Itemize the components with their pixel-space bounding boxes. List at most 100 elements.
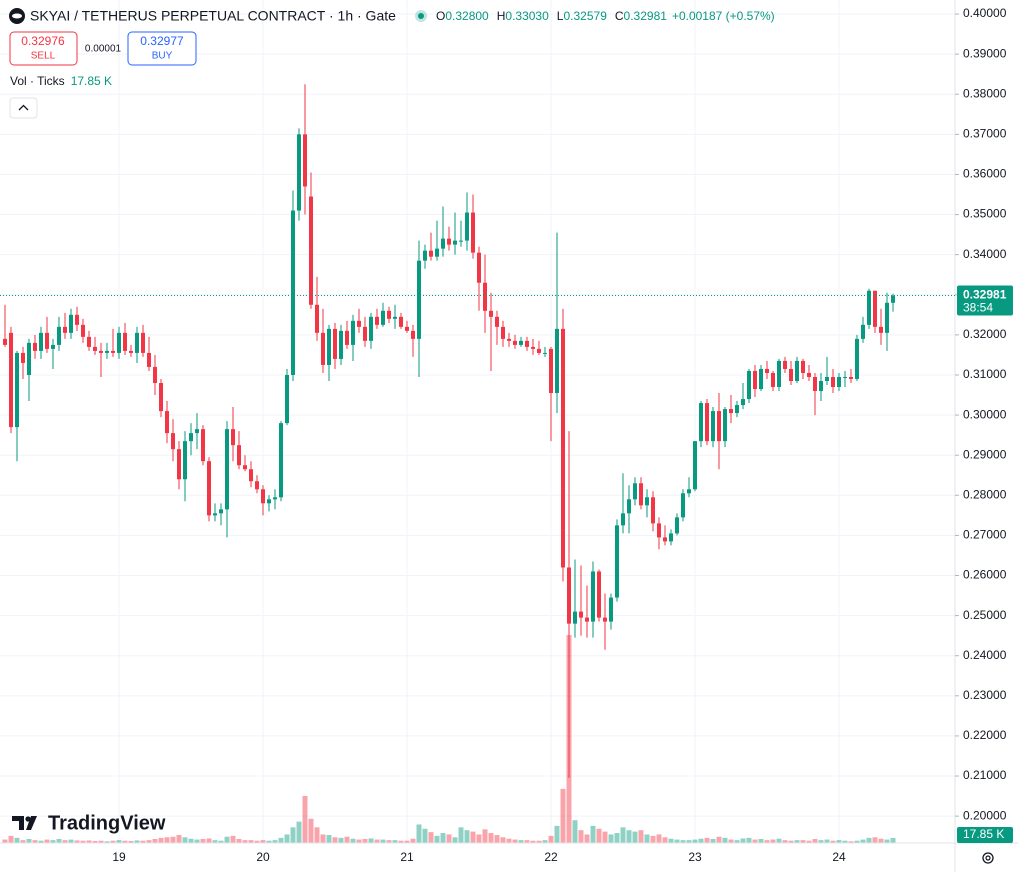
volume-bar [740, 838, 746, 843]
volume-bar [44, 839, 50, 843]
candle-body [87, 336, 91, 347]
candle-body [201, 429, 205, 462]
candle-body [225, 429, 229, 510]
candle-body [33, 342, 37, 351]
candle-body [279, 423, 283, 498]
volume-bar [674, 839, 680, 843]
volume-bar [878, 838, 884, 843]
volume-bar [788, 840, 794, 843]
candles [3, 84, 895, 779]
candle-body [735, 405, 739, 414]
candle-body [855, 338, 859, 379]
candle-body [69, 314, 73, 333]
candle-body [597, 571, 601, 618]
sell-button[interactable] [9, 31, 78, 66]
time-axis: 19 20 21 22 23 24 [112, 850, 846, 864]
candle-body [495, 316, 499, 327]
volume-bar [698, 838, 704, 843]
y-tick-label: 0.28000 [963, 487, 1007, 501]
y-tick-label: 0.29000 [963, 447, 1007, 461]
volume-bar [830, 840, 836, 843]
volume-bar [440, 833, 446, 843]
market-status-dot [418, 13, 424, 19]
volume-bar [854, 840, 860, 843]
volume-bar [632, 831, 638, 843]
volume-bar [770, 839, 776, 843]
buy-button[interactable] [127, 31, 197, 66]
volume-bar [380, 839, 386, 843]
volume-bar [704, 837, 710, 843]
volume-bar [530, 840, 536, 843]
candle-body [741, 399, 745, 406]
volume-bar [554, 825, 560, 843]
candle-body [555, 328, 559, 394]
volume-bar [200, 839, 206, 843]
candle-body [273, 497, 277, 500]
candle-body [285, 374, 289, 424]
volume-bar [818, 840, 824, 843]
y-tick-label: 0.38000 [963, 86, 1007, 100]
candle-body [519, 340, 523, 345]
volume-bar [836, 840, 842, 843]
volume-bar [656, 834, 662, 843]
ohlc-value: 0.33030 [505, 9, 549, 23]
candle-body [165, 411, 169, 434]
candle-body [813, 376, 817, 392]
candle-body [567, 567, 571, 624]
volume-bar [890, 837, 896, 843]
volume-bar [692, 839, 698, 843]
volume-legend-label: Vol · Ticks [10, 74, 65, 88]
volume-bar [206, 838, 212, 843]
volume-bar [476, 834, 482, 843]
volume-bar [470, 831, 476, 843]
candle-body [777, 360, 781, 388]
candle-body [3, 338, 7, 345]
candle-body [315, 304, 319, 333]
logo-mark [12, 816, 37, 830]
candle-body [45, 332, 49, 349]
candle-body [363, 326, 367, 341]
volume-bar [278, 837, 284, 843]
volume-bar [860, 839, 866, 843]
collapse-button[interactable] [9, 97, 38, 119]
volume-bar [218, 840, 224, 843]
volume-bar [260, 840, 266, 843]
candle-body [39, 332, 43, 351]
volume-bar [392, 840, 398, 843]
volume-bar [284, 834, 290, 843]
volume-bar [98, 840, 104, 843]
candle-body [297, 134, 301, 211]
volume-bar [686, 840, 692, 843]
candle-body [669, 533, 673, 542]
y-tick-label: 0.37000 [963, 127, 1007, 141]
candle-body [93, 346, 97, 351]
volume-bar [590, 825, 596, 843]
candle-body [861, 324, 865, 339]
candle-body [261, 489, 265, 504]
volume-bar [164, 837, 170, 843]
ohlc-change: +0.00187 (+0.57%) [672, 9, 775, 23]
volume-bar [488, 833, 494, 843]
candle-body [375, 316, 379, 325]
sell-label: SELL [31, 51, 56, 62]
candle-body [153, 366, 157, 383]
ohlc-value: 0.32800 [445, 9, 489, 23]
candle-body [405, 326, 409, 331]
candle-body [195, 429, 199, 434]
symbol-title[interactable]: SKYAI / TETHERUS PERPETUAL CONTRACT · 1h… [30, 8, 396, 24]
candle-body [561, 328, 565, 568]
volume-bar [26, 839, 32, 843]
candle-body [621, 513, 625, 526]
y-tick-label: 0.25000 [963, 608, 1007, 622]
volume-bar [842, 840, 848, 843]
candle-body [9, 332, 13, 428]
candle-body [753, 370, 757, 390]
volume-bar [2, 839, 8, 843]
y-tick-label: 0.22000 [963, 728, 1007, 742]
volume-bar [104, 841, 110, 843]
volume-bar [578, 830, 584, 843]
volume-bar [242, 840, 248, 843]
logo-text[interactable]: TradingView [48, 812, 166, 834]
settings-icon[interactable] [982, 852, 994, 864]
